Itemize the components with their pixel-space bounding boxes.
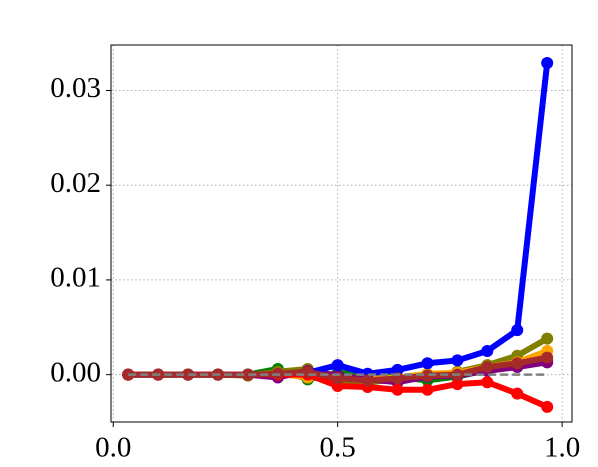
data-point: [511, 387, 524, 400]
data-point: [331, 359, 344, 372]
data-point: [511, 324, 524, 337]
y-tick-label: 0.00: [50, 356, 101, 388]
data-point: [481, 376, 494, 389]
data-point: [301, 365, 314, 378]
data-point: [511, 357, 524, 370]
y-tick-label: 0.03: [50, 72, 101, 104]
data-point: [481, 344, 494, 357]
data-point: [541, 400, 554, 413]
data-point: [391, 383, 404, 396]
data-point: [361, 374, 374, 387]
x-tick-label: 0.0: [95, 432, 131, 464]
data-point: [541, 56, 554, 69]
data-point: [451, 378, 464, 391]
x-tick-label: 1.0: [544, 432, 580, 464]
data-point: [481, 361, 494, 374]
x-tick-label: 0.5: [320, 432, 356, 464]
data-point: [421, 357, 434, 370]
data-point: [421, 369, 434, 382]
data-point: [541, 332, 554, 345]
y-tick-label: 0.01: [50, 262, 101, 294]
data-point: [541, 351, 554, 364]
plot-frame: [110, 44, 573, 423]
data-point: [391, 363, 404, 376]
data-point: [241, 368, 254, 381]
y-tick-label: 0.02: [50, 167, 101, 199]
data-point: [451, 354, 464, 367]
data-point: [182, 368, 195, 381]
data-point: [421, 383, 434, 396]
